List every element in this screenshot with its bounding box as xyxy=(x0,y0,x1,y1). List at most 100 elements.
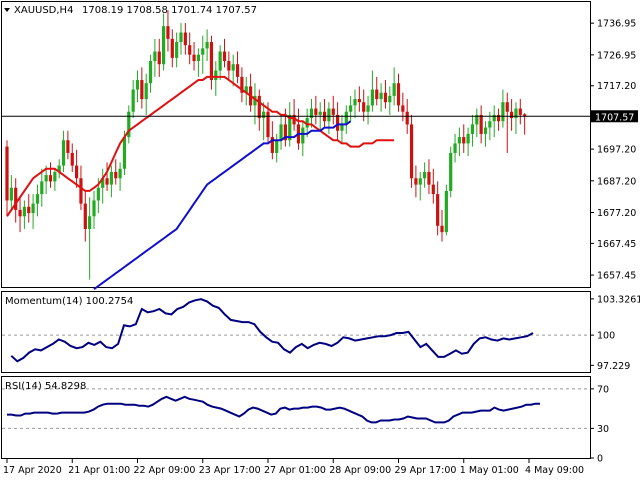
candle xyxy=(327,102,331,134)
momentum-y-tick-label: 97.229 xyxy=(597,361,630,372)
candle xyxy=(31,194,35,229)
candle xyxy=(440,209,444,242)
candle-body xyxy=(431,184,435,195)
candle xyxy=(349,95,353,122)
candle xyxy=(88,197,92,280)
candle-body xyxy=(270,137,274,153)
candle xyxy=(505,92,509,153)
candle-body xyxy=(5,146,9,201)
candle-body xyxy=(196,54,200,62)
candle-body xyxy=(122,137,127,169)
candle-body xyxy=(427,171,431,185)
price-y-tick-label: 1667.45 xyxy=(597,239,636,250)
candle xyxy=(370,70,374,112)
candle-body xyxy=(505,102,509,112)
price-y-tick-label: 1657.45 xyxy=(597,271,636,282)
candle-body xyxy=(235,64,240,77)
candle xyxy=(470,114,475,147)
candle-body xyxy=(405,111,409,125)
candle-body xyxy=(309,108,314,119)
candle xyxy=(44,165,48,195)
candle xyxy=(396,73,401,112)
candle-body xyxy=(266,111,270,138)
candle xyxy=(235,51,240,84)
candle xyxy=(140,67,144,109)
candle xyxy=(375,76,379,106)
candle-body xyxy=(492,114,496,122)
x-tick-label: 22 Apr 09:00 xyxy=(134,465,196,476)
price-y-tick-label: 1717.20 xyxy=(597,81,636,92)
candle-body xyxy=(48,175,53,182)
axes-layer: 1736.95 1726.95 1717.20 1697.20 1687.20 1677.… xyxy=(3,19,640,476)
candle xyxy=(205,29,209,62)
candle-body xyxy=(244,86,248,93)
rsi-y-tick-label: 0 xyxy=(597,454,603,465)
price-layer xyxy=(2,10,590,291)
price-y-tick-label: 1687.20 xyxy=(597,176,636,187)
candle-body xyxy=(440,225,444,233)
candle-body xyxy=(305,118,309,128)
candle xyxy=(75,149,79,188)
candle xyxy=(353,89,357,119)
candle-body xyxy=(466,133,470,144)
candle xyxy=(196,48,200,77)
candle xyxy=(357,86,361,112)
candle-body xyxy=(192,54,196,62)
candle xyxy=(153,38,157,77)
candle-body xyxy=(75,165,79,179)
candle xyxy=(244,76,248,106)
candle-body xyxy=(240,76,244,93)
candle-body xyxy=(444,190,448,233)
candle-body xyxy=(118,168,122,179)
candle-body xyxy=(409,124,414,179)
candle-body xyxy=(257,95,261,119)
candle xyxy=(462,124,466,153)
candle-body xyxy=(462,137,466,144)
candle xyxy=(48,162,53,188)
candle-body xyxy=(379,92,383,100)
candle-body xyxy=(396,83,401,106)
candle xyxy=(392,67,396,106)
x-tick-label: 28 Apr 09:00 xyxy=(329,465,391,476)
candle xyxy=(510,99,514,131)
candle-body xyxy=(401,105,405,112)
candle-body xyxy=(109,171,113,185)
x-tick-label: 4 May 09:00 xyxy=(525,465,584,476)
candle-body xyxy=(275,140,279,153)
current-price-box xyxy=(591,110,638,123)
symbol-dropdown-icon[interactable] xyxy=(4,8,10,12)
momentum-layer xyxy=(2,298,590,363)
candle-body xyxy=(227,61,231,71)
candle-body xyxy=(336,114,340,131)
candle-body xyxy=(183,32,187,46)
candle xyxy=(5,140,9,217)
candle-body xyxy=(414,178,418,185)
candle xyxy=(222,38,227,68)
symbol-label: XAUUSD,H4 xyxy=(14,5,73,16)
rsi-y-tick-label: 70 xyxy=(597,384,609,395)
candle-body xyxy=(57,165,61,172)
candle xyxy=(305,108,309,138)
fast-ma-line xyxy=(6,75,395,217)
candle xyxy=(449,146,453,198)
candle xyxy=(466,127,470,157)
candle xyxy=(53,168,57,191)
candle xyxy=(22,200,26,229)
candle xyxy=(61,130,66,172)
candle xyxy=(475,108,479,138)
candle xyxy=(257,89,261,131)
candle xyxy=(436,181,440,236)
candle-body xyxy=(140,80,144,100)
candle-body xyxy=(127,111,131,138)
candle-body xyxy=(66,140,70,153)
candle xyxy=(109,165,113,198)
candle xyxy=(14,178,18,223)
candle xyxy=(92,190,96,229)
current-price-label: 1707.57 xyxy=(595,112,634,123)
candle-body xyxy=(349,105,353,112)
candle-body xyxy=(388,95,392,103)
candle xyxy=(70,143,74,172)
candle-body xyxy=(357,99,361,103)
candle xyxy=(314,95,318,125)
candle xyxy=(214,61,218,96)
